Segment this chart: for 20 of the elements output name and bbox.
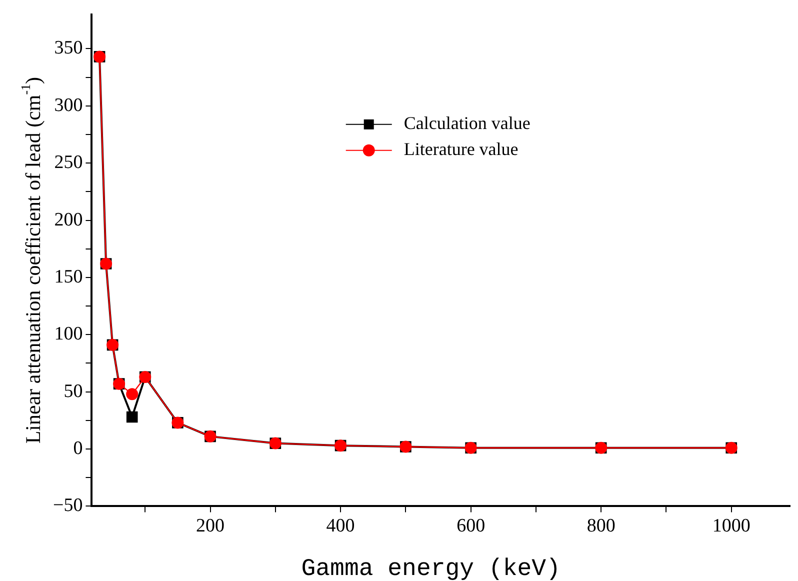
x-tick-label: 200 <box>196 516 225 537</box>
x-tick-label: 600 <box>456 516 486 537</box>
y-tick-label: 50 <box>64 380 83 402</box>
legend-label: Literature value <box>404 139 518 160</box>
y-tick-label: 350 <box>54 38 83 59</box>
point <box>126 411 138 423</box>
y-tick-label: 300 <box>54 94 83 116</box>
legend-label: Calculation value <box>404 113 530 134</box>
x-tick-label: 1000 <box>712 516 750 537</box>
y-axis-title: Linear attenuation coefficient of lead (cm-1) <box>18 76 45 444</box>
x-axis-title: Gamma energy (keV) <box>301 556 560 581</box>
y-tick-label: 150 <box>54 266 83 288</box>
y-tick-label: 100 <box>54 324 83 345</box>
y-tick-label: 200 <box>54 209 83 230</box>
y-tick-label: −50 <box>52 495 83 516</box>
y-tick-label: 250 <box>54 152 83 174</box>
x-tick-label: 400 <box>326 516 355 537</box>
x-tick-label: 800 <box>586 516 616 537</box>
point <box>126 388 138 400</box>
y-tick-label: 0 <box>73 438 83 459</box>
